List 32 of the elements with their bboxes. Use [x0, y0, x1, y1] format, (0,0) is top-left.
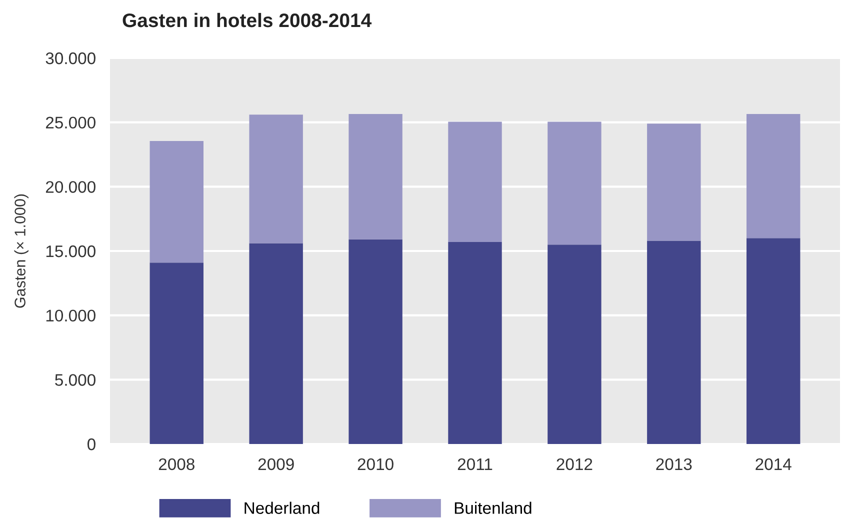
x-tick-label: 2008: [158, 458, 194, 470]
legend-label: Nederland: [244, 502, 320, 514]
y-tick-label: 10.000: [46, 310, 96, 322]
bar: [150, 262, 204, 444]
x-tick-label: 2010: [358, 458, 394, 470]
y-tick-label: 20.000: [46, 181, 96, 193]
bar: [150, 140, 204, 263]
y-axis-title: Gasten (× 1.000): [14, 194, 28, 308]
y-tick-label: 25.000: [46, 116, 96, 129]
y-tick-label: 30.000: [46, 52, 96, 64]
legend-label: Buitenland: [454, 502, 532, 514]
bar: [647, 240, 701, 444]
x-tick-label: 2014: [756, 458, 792, 470]
bar: [348, 114, 402, 240]
bar: [548, 122, 602, 245]
bar: [249, 114, 303, 244]
x-tick-label: 2012: [556, 458, 592, 470]
bar: [548, 244, 602, 444]
bar: [448, 122, 502, 242]
y-tick-label: 15.000: [46, 245, 96, 258]
bar: [746, 238, 800, 444]
x-tick-label: 2011: [458, 458, 492, 470]
bar: [746, 114, 800, 238]
x-tick-label: 2013: [656, 458, 692, 470]
y-tick-label: 5.000: [55, 374, 96, 386]
bar: [348, 239, 402, 444]
bar: [249, 243, 303, 444]
bar: [448, 242, 502, 444]
y-tick-label: 0: [87, 438, 96, 450]
bar: [647, 124, 701, 241]
x-tick-label: 2009: [258, 458, 294, 470]
chart-title: Gasten in hotels 2008-2014: [122, 12, 372, 28]
